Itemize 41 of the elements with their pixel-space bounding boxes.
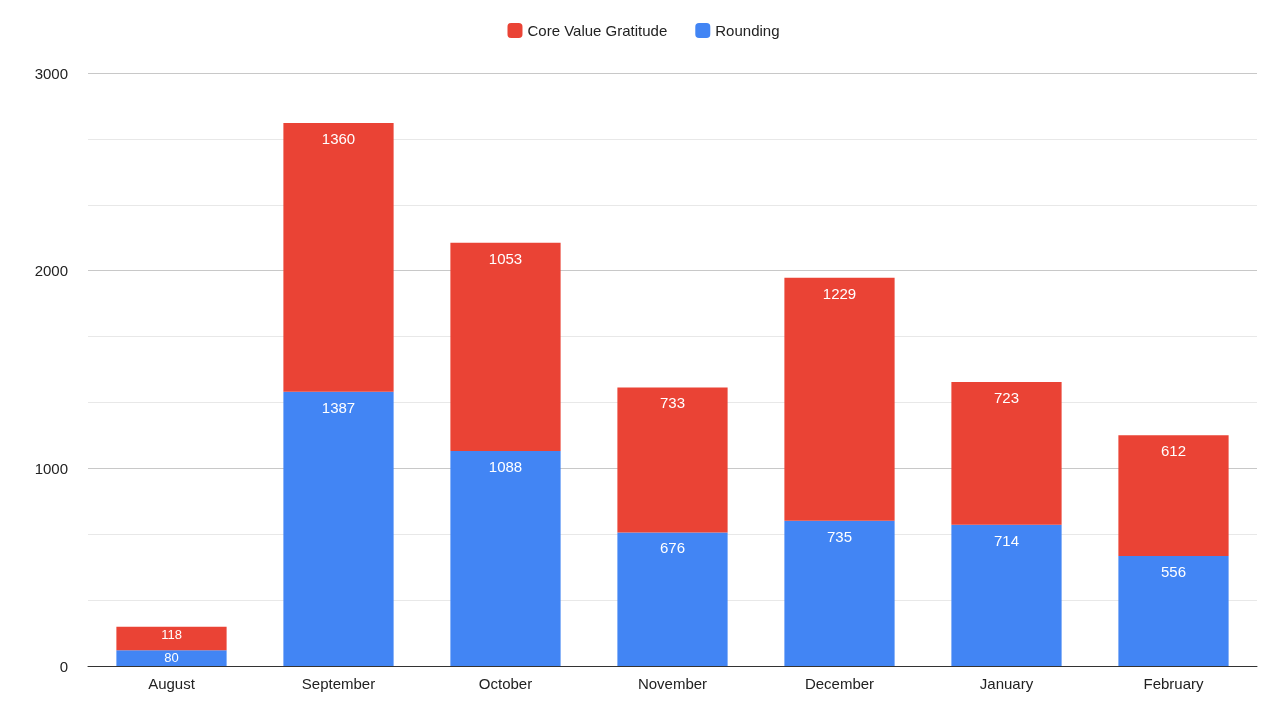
- data-label: 1053: [488, 249, 523, 267]
- bar: [283, 123, 394, 392]
- x-tick-label: December: [804, 675, 875, 692]
- data-label: 714: [993, 531, 1020, 549]
- bar: [617, 387, 728, 533]
- data-label: 733: [659, 394, 686, 412]
- y-tick-label: 0: [59, 657, 68, 675]
- data-label: 612: [1160, 442, 1187, 460]
- bar: [283, 391, 394, 666]
- bar: [784, 520, 895, 666]
- x-tick-label: October: [478, 675, 533, 692]
- data-label: 1360: [321, 130, 356, 148]
- bar: [1118, 556, 1229, 666]
- y-tick-label: 2000: [34, 262, 68, 280]
- data-label: 1229: [822, 284, 857, 302]
- bar: [784, 277, 895, 521]
- data-label: 118: [161, 626, 182, 642]
- data-label: 735: [826, 527, 853, 545]
- bar: [951, 381, 1062, 525]
- y-tick-label: 1000: [34, 459, 68, 477]
- bar: [450, 242, 561, 451]
- x-tick-label: February: [1143, 675, 1205, 692]
- bar: [116, 626, 227, 651]
- data-label: 723: [993, 388, 1020, 406]
- x-tick-label: August: [148, 675, 196, 692]
- bar: [951, 524, 1062, 666]
- x-tick-label: January: [979, 675, 1034, 692]
- data-label: 80: [164, 650, 179, 666]
- bar: [116, 650, 227, 666]
- data-label: 676: [659, 539, 686, 557]
- data-label: 1387: [321, 398, 356, 416]
- bar: [617, 532, 728, 666]
- x-tick-label: November: [637, 675, 708, 692]
- x-tick-label: September: [301, 675, 376, 692]
- bar: [450, 450, 561, 666]
- legend-label: Rounding: [715, 22, 780, 39]
- data-label: 1088: [488, 457, 523, 475]
- legend-label: Core Value Gratitude: [527, 22, 668, 39]
- data-label: 556: [1160, 563, 1187, 581]
- y-tick-label: 3000: [34, 64, 68, 82]
- bar: [1118, 435, 1229, 557]
